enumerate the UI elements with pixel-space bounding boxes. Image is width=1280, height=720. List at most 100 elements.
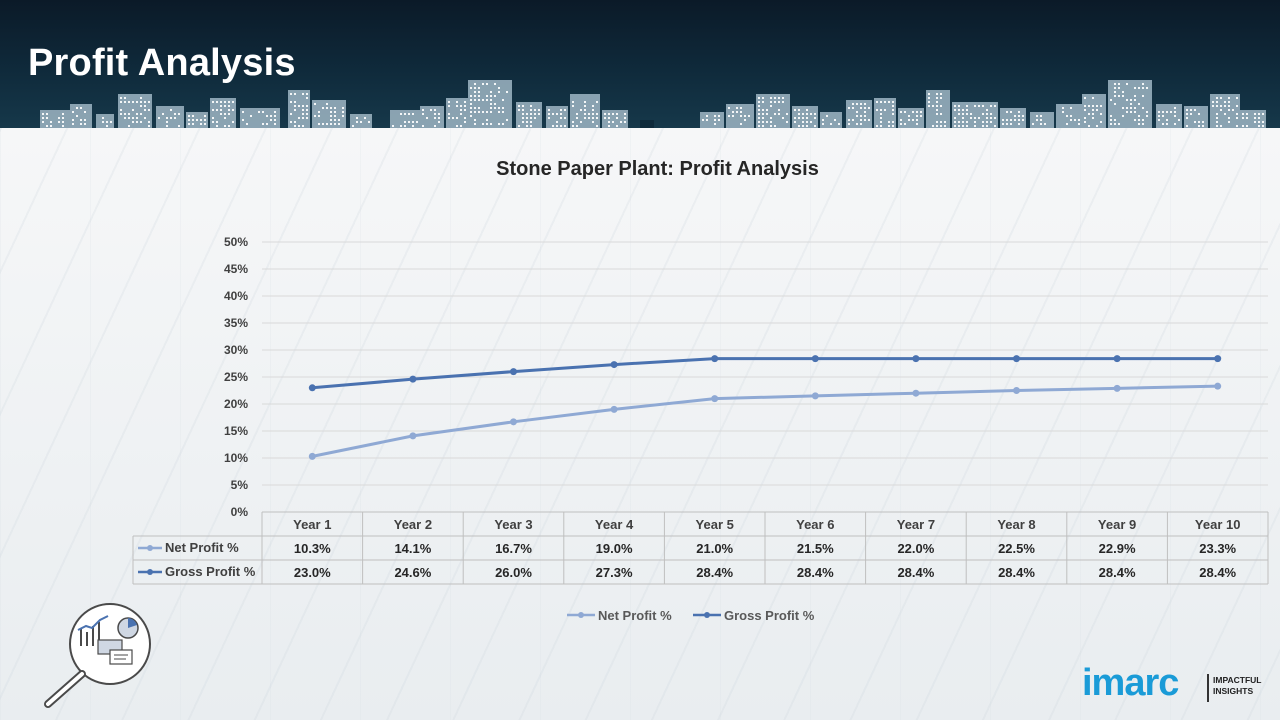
skyline-window (900, 123, 902, 125)
skyline-window (936, 113, 938, 115)
skyline-window (478, 91, 480, 93)
skyline-window (904, 111, 906, 113)
skyline-window (1074, 119, 1076, 121)
skyline-window (1096, 105, 1098, 107)
skyline-window (294, 109, 296, 111)
skyline-window (522, 113, 524, 115)
skyline-window (1258, 125, 1260, 127)
skyline-window (1232, 109, 1234, 111)
skyline-window (338, 119, 340, 121)
skyline-window (1224, 101, 1226, 103)
skyline-window (852, 119, 854, 121)
data-point (912, 389, 920, 397)
skyline-window (144, 105, 146, 107)
skyline-window (204, 119, 206, 121)
skyline-window (474, 119, 476, 121)
skyline-window (322, 123, 324, 125)
y-tick-label: 40% (224, 289, 248, 303)
skyline-window (624, 121, 626, 123)
skyline-window (494, 107, 496, 109)
skyline-window (306, 117, 308, 119)
skyline-window (990, 117, 992, 119)
skyline-window (448, 101, 450, 103)
skyline-window (1220, 105, 1222, 107)
skyline-window (608, 125, 610, 127)
skyline-window (758, 117, 760, 119)
skyline-window (538, 109, 540, 111)
skyline-window (534, 109, 536, 111)
skyline-window (522, 121, 524, 123)
skyline-window (306, 97, 308, 99)
skyline-window (1022, 115, 1024, 117)
skyline-window (548, 109, 550, 111)
skyline-window (1194, 121, 1196, 123)
skyline-window (178, 113, 180, 115)
skyline-window (212, 117, 214, 119)
skyline-window (822, 123, 824, 125)
skyline-window (798, 113, 800, 115)
logo-divider (1207, 674, 1209, 702)
skyline-window (624, 117, 626, 119)
skyline-window (144, 117, 146, 119)
skyline-window (1066, 115, 1068, 117)
skyline-window (430, 109, 432, 111)
skyline-window (84, 123, 86, 125)
skyline-window (318, 123, 320, 125)
skyline-window (770, 97, 772, 99)
skyline-window (228, 101, 230, 103)
table-value: 28.4% (897, 565, 934, 580)
data-point (711, 395, 719, 403)
skyline-window (564, 125, 566, 127)
skyline-window (1158, 111, 1160, 113)
skyline-window (740, 107, 742, 109)
skyline-window (848, 119, 850, 121)
skyline-window (470, 95, 472, 97)
skyline-window (1118, 95, 1120, 97)
table-value: 22.0% (897, 541, 934, 556)
skyline-window (1114, 119, 1116, 121)
skyline-window (966, 113, 968, 115)
skyline-window (434, 117, 436, 119)
skyline-window (1236, 113, 1238, 115)
skyline-window (1070, 115, 1072, 117)
skyline-window (876, 101, 878, 103)
skyline-window (826, 115, 828, 117)
skyline-window (1220, 109, 1222, 111)
skyline-window (936, 93, 938, 95)
skyline-window (1216, 101, 1218, 103)
skyline-window (1228, 117, 1230, 119)
skyline-window (334, 107, 336, 109)
skyline-window (482, 99, 484, 101)
skyline-window (1142, 119, 1144, 121)
table-legend-marker (147, 545, 153, 551)
skyline-building (1210, 94, 1240, 128)
skyline-window (456, 101, 458, 103)
skyline-window (526, 125, 528, 127)
skyline-window (936, 121, 938, 123)
skyline-window (864, 103, 866, 105)
skyline-window (178, 125, 180, 127)
skyline-window (192, 115, 194, 117)
skyline-window (596, 125, 598, 127)
skyline-window (460, 125, 462, 127)
skyline-window (940, 113, 942, 115)
skyline-window (46, 113, 48, 115)
skyline-window (102, 117, 104, 119)
skyline-window (314, 115, 316, 117)
skyline-window (932, 125, 934, 127)
skyline-window (494, 95, 496, 97)
skyline-window (352, 125, 354, 127)
skyline-window (592, 113, 594, 115)
skyline-window (786, 121, 788, 123)
skyline-window (212, 101, 214, 103)
skyline-window (1162, 115, 1164, 117)
skyline-window (1110, 99, 1112, 101)
skyline-window (916, 123, 918, 125)
skyline-window (1202, 125, 1204, 127)
legend-marker (704, 612, 710, 618)
skyline-window (920, 115, 922, 117)
skyline-window (1134, 111, 1136, 113)
skyline-window (856, 123, 858, 125)
skyline-window (1032, 123, 1034, 125)
skyline-window (762, 109, 764, 111)
